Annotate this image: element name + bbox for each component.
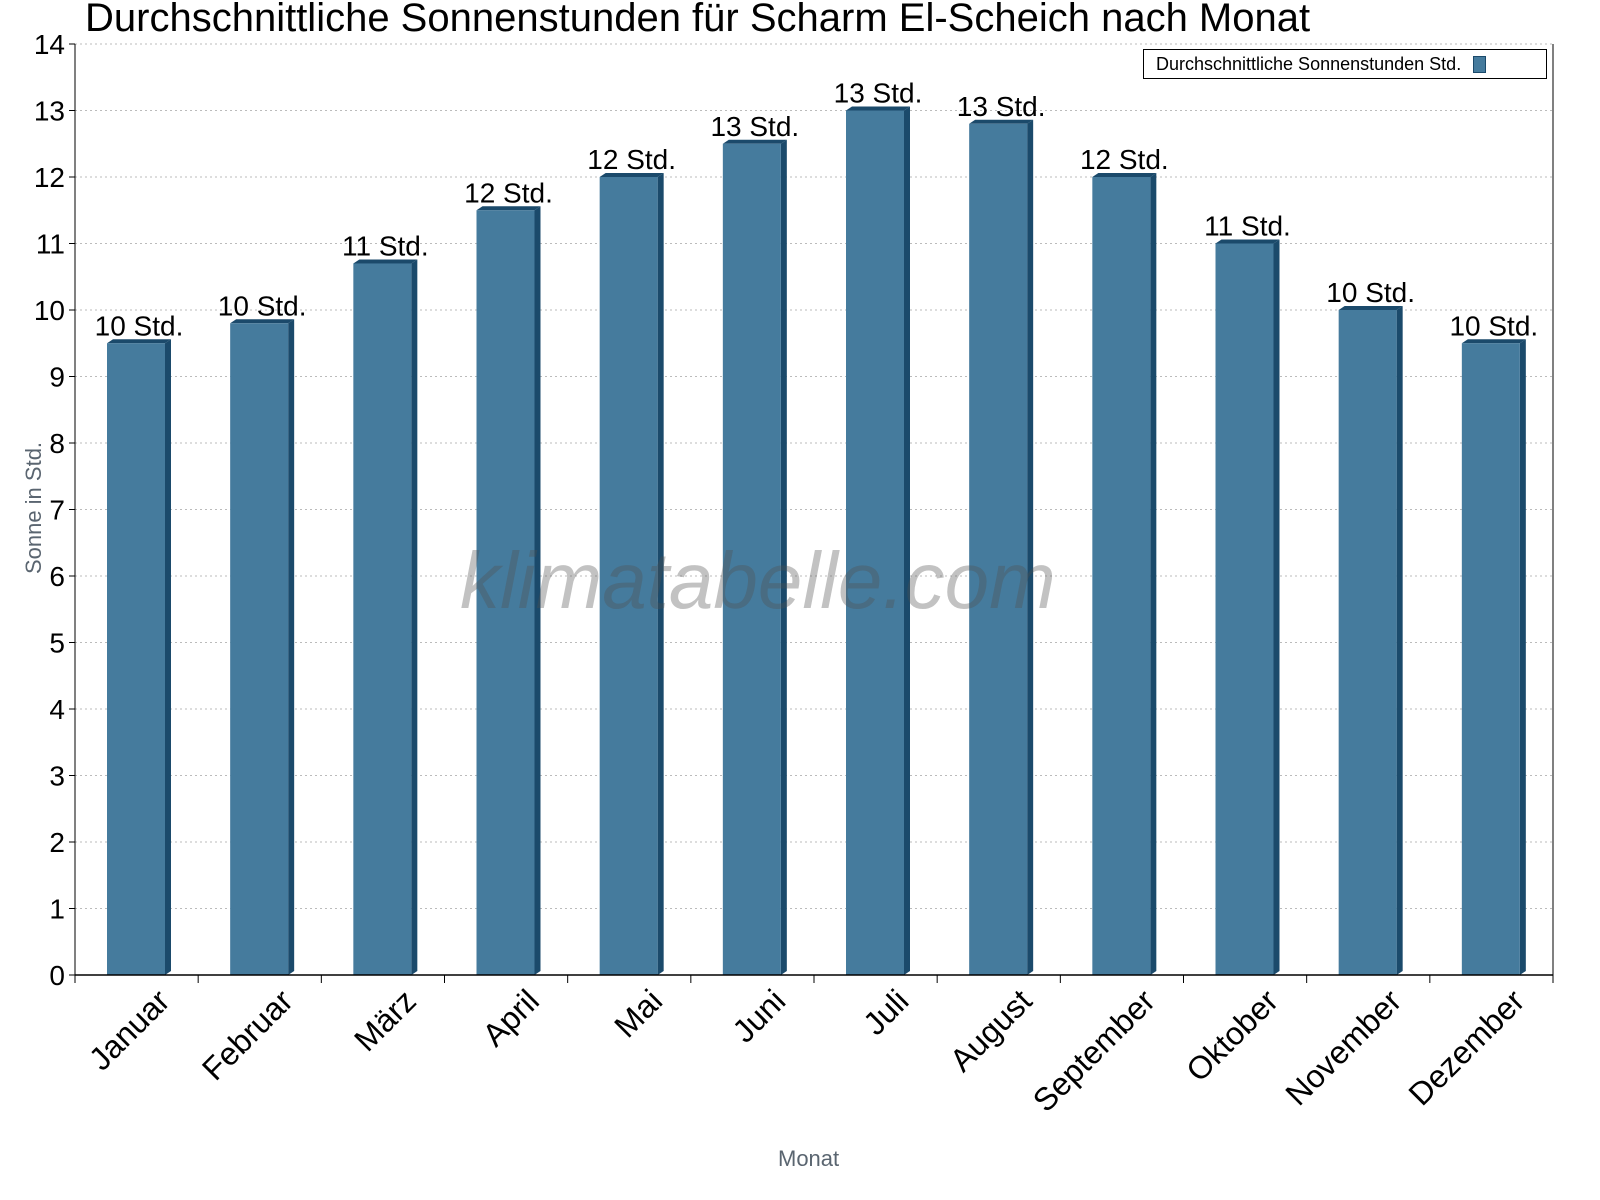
x-tick-label: Juni bbox=[725, 982, 792, 1049]
y-tick-label: 3 bbox=[49, 761, 65, 792]
bar-side bbox=[1396, 306, 1403, 975]
bar bbox=[107, 343, 165, 975]
watermark: klimatabelle.com bbox=[460, 536, 1056, 625]
y-axis-label: Sonne in Std. bbox=[21, 441, 47, 575]
x-tick-label: Februar bbox=[195, 982, 300, 1087]
x-tick-label: Juli bbox=[856, 982, 915, 1041]
y-tick-label: 5 bbox=[49, 628, 65, 659]
data-label: 13 Std. bbox=[834, 78, 923, 109]
x-tick-label: Mai bbox=[607, 982, 669, 1044]
bar-top bbox=[1461, 339, 1526, 344]
bar-side bbox=[1027, 119, 1034, 976]
legend: Durchschnittliche Sonnenstunden Std. bbox=[1143, 49, 1547, 79]
y-tick-label: 1 bbox=[49, 894, 65, 925]
y-tick-label: 9 bbox=[49, 362, 65, 393]
bar bbox=[1338, 310, 1397, 975]
bar-top bbox=[1338, 306, 1403, 310]
data-label: 10 Std. bbox=[1326, 277, 1415, 308]
y-tick-label: 13 bbox=[34, 96, 65, 127]
bar-top bbox=[969, 119, 1034, 124]
x-tick-label: April bbox=[475, 982, 546, 1053]
data-label: 10 Std. bbox=[95, 310, 184, 341]
bar bbox=[722, 143, 781, 975]
bar-side bbox=[780, 139, 787, 975]
x-tick-label: Dezember bbox=[1402, 982, 1532, 1112]
y-tick-label: 8 bbox=[49, 428, 65, 459]
y-tick-label: 6 bbox=[49, 561, 65, 592]
bar-side bbox=[1273, 239, 1280, 975]
x-tick-label: September bbox=[1026, 982, 1162, 1118]
bar bbox=[230, 323, 289, 975]
bar-top bbox=[1215, 239, 1280, 244]
data-label: 12 Std. bbox=[464, 177, 553, 208]
bar bbox=[846, 110, 904, 975]
data-label: 10 Std. bbox=[218, 290, 307, 321]
y-tick-label: 12 bbox=[34, 162, 65, 193]
y-tick-label: 0 bbox=[49, 960, 65, 991]
bar-top bbox=[1092, 173, 1157, 177]
x-tick-label: Oktober bbox=[1179, 982, 1285, 1088]
data-label: 13 Std. bbox=[957, 91, 1046, 122]
bar-top bbox=[846, 106, 910, 111]
bar-top bbox=[353, 259, 418, 264]
x-tick-label: November bbox=[1278, 982, 1408, 1112]
bar-top bbox=[599, 173, 664, 177]
bar-side bbox=[165, 339, 171, 975]
bar bbox=[599, 177, 658, 975]
bar-top bbox=[476, 206, 541, 211]
y-tick-label: 2 bbox=[49, 827, 65, 858]
bar-side bbox=[1519, 339, 1526, 975]
bar-side bbox=[411, 259, 418, 975]
y-tick-label: 7 bbox=[49, 495, 65, 526]
bar bbox=[1092, 177, 1151, 975]
data-label: 12 Std. bbox=[1080, 144, 1169, 175]
data-label: 13 Std. bbox=[710, 111, 799, 142]
bar-side bbox=[904, 106, 910, 975]
y-tick-label: 4 bbox=[49, 694, 65, 725]
x-tick-label: August bbox=[943, 982, 1039, 1078]
bar-side bbox=[288, 319, 295, 975]
y-tick-label: 10 bbox=[34, 295, 65, 326]
bar bbox=[1215, 243, 1274, 975]
bar bbox=[969, 123, 1028, 976]
y-tick-label: 14 bbox=[34, 29, 65, 60]
bar-side bbox=[1150, 173, 1157, 975]
y-tick-label: 11 bbox=[36, 229, 65, 260]
bar-top bbox=[230, 319, 295, 324]
data-label: 12 Std. bbox=[587, 144, 676, 175]
bar-top bbox=[107, 339, 171, 344]
bar bbox=[476, 210, 535, 975]
data-label: 11 Std. bbox=[342, 230, 429, 261]
legend-label: Durchschnittliche Sonnenstunden Std. bbox=[1156, 53, 1462, 74]
bar bbox=[1461, 343, 1520, 975]
x-tick-label: Januar bbox=[82, 982, 177, 1077]
data-label: 11 Std. bbox=[1204, 211, 1291, 242]
data-label: 10 Std. bbox=[1449, 310, 1538, 341]
bar-side bbox=[534, 206, 541, 975]
chart-title: Durchschnittliche Sonnenstunden für Scha… bbox=[85, 0, 1311, 40]
x-axis-label: Monat bbox=[778, 1146, 840, 1171]
bar bbox=[353, 263, 412, 975]
x-tick-label: März bbox=[347, 982, 423, 1058]
bar-side bbox=[657, 173, 664, 975]
bar-top bbox=[722, 139, 787, 144]
legend-swatch bbox=[1473, 55, 1487, 73]
